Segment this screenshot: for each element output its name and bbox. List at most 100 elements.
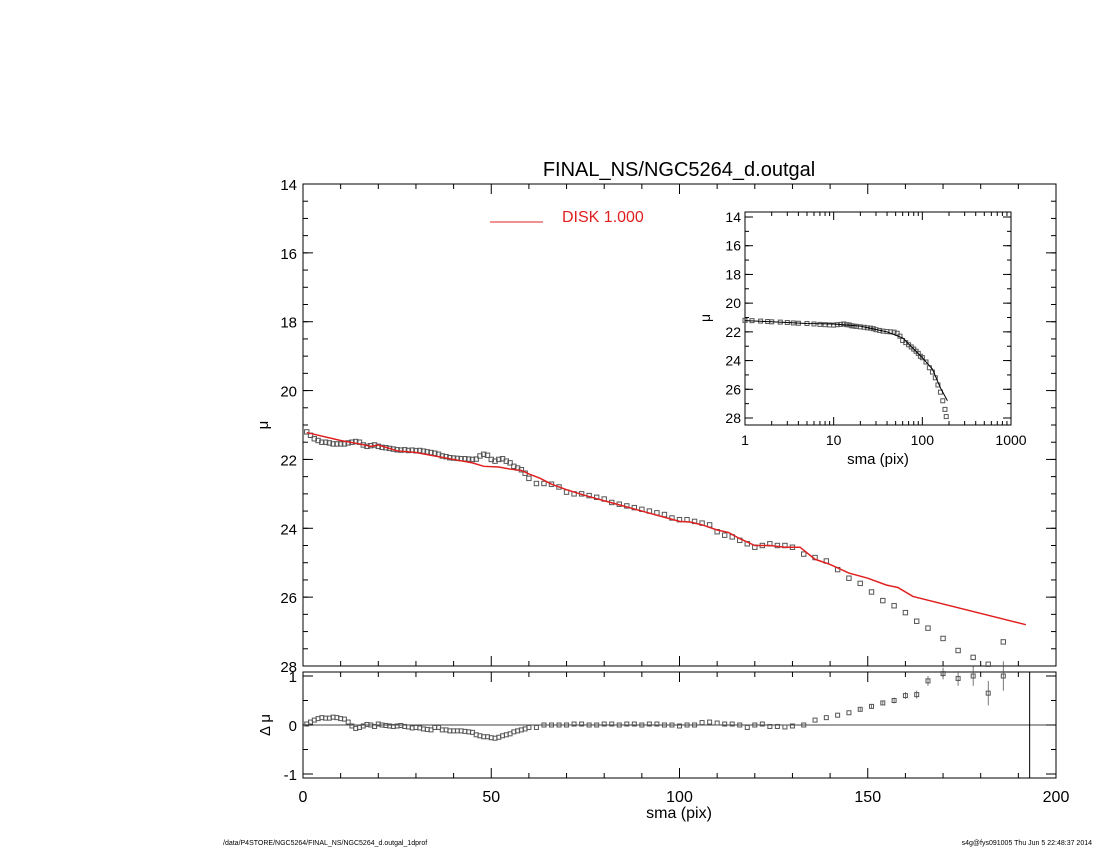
residual-x-tick-label: 100 (666, 789, 693, 806)
inset-y-tick-label: 20 (725, 295, 741, 311)
data-point (330, 441, 336, 447)
main-y-tick-label: 14 (280, 177, 297, 194)
legend: DISK 1.000 (490, 209, 644, 226)
residual-y-tick-label: 1 (289, 669, 297, 686)
data-point (925, 625, 931, 631)
inset-panel: 14 16 18 20 22 24 26 281 10 100 1000 μ sma (pix) (697, 209, 1027, 468)
data-point (439, 453, 446, 459)
residual-x-axis-label: sma (pix) (646, 805, 712, 822)
residual-point (880, 700, 886, 706)
data-point (484, 452, 491, 458)
residual-point (823, 715, 829, 721)
inset-data-point (919, 355, 925, 361)
inset-data-point (888, 329, 894, 335)
residual-point (631, 721, 637, 727)
residual-point (782, 724, 788, 730)
residual-point (744, 724, 750, 730)
inset-x-tick-label: 1000 (995, 432, 1026, 448)
data-point (985, 661, 991, 667)
data-point (556, 484, 562, 490)
data-point (857, 580, 863, 587)
inset-y-tick-label: 28 (725, 410, 741, 426)
data-point (721, 532, 728, 538)
inset-y-tick-label: 26 (725, 381, 741, 397)
residual-point (533, 724, 539, 730)
residual-point (985, 690, 991, 696)
inset-y-tick-label: 16 (725, 238, 741, 254)
residual-point (729, 721, 735, 727)
data-point (846, 575, 852, 581)
footer-file-path: /data/P4STORE/NGC5264/FINAL_NS/NGC5264_d… (223, 840, 428, 847)
residual-point (677, 723, 682, 729)
inset-plot-frame (744, 211, 1012, 426)
residual-point (661, 722, 667, 728)
main-y-tick-label: 16 (280, 246, 297, 263)
residual-point (722, 721, 728, 727)
inset-data-point (822, 322, 828, 328)
residual-y-axis-label: Δ μ (257, 714, 274, 736)
residual-axis-ticks (302, 672, 1057, 778)
residual-point (925, 678, 931, 684)
data-point (526, 475, 532, 482)
inset-data-point (923, 359, 929, 365)
residual-point (914, 692, 920, 698)
data-point (473, 456, 479, 462)
residual-point (654, 721, 660, 727)
main-y-tick-label: 24 (280, 521, 297, 538)
data-point (548, 481, 555, 487)
data-point (443, 453, 449, 460)
data-point (398, 447, 404, 453)
main-y-axis-label: μ (255, 421, 272, 430)
main-y-tick-label: 22 (280, 452, 297, 469)
data-point (481, 451, 487, 457)
inset-data-point (940, 398, 946, 404)
data-point (970, 654, 976, 661)
legend-label-disk: DISK 1.000 (562, 209, 644, 226)
inset-data-point (942, 406, 948, 412)
data-point (913, 618, 920, 624)
inset-series-layer (742, 317, 949, 420)
main-panel: FINAL_NS/NGC5264_d.outgal 14 16 18 20 22 24 26… (255, 159, 1057, 676)
chart-title: FINAL_NS/NGC5264_d.outgal (543, 159, 815, 181)
residual-point (579, 721, 585, 727)
disk-model-line (306, 431, 1027, 626)
residual-y-tick-label: 0 (289, 718, 297, 735)
data-point (902, 609, 909, 616)
data-point (940, 635, 946, 642)
main-y-tick-label: 20 (280, 384, 297, 401)
residual-point (869, 703, 875, 709)
residual-point (692, 722, 698, 728)
main-y-tick-labels: 14 16 18 20 22 24 26 28 (280, 177, 297, 676)
data-point (469, 456, 476, 463)
data-point (541, 480, 547, 487)
data-point (661, 511, 668, 518)
data-point (405, 447, 412, 454)
residual-point (684, 722, 690, 728)
residual-point (624, 721, 630, 727)
residual-point (789, 723, 795, 729)
residual-point (891, 698, 897, 703)
residual-point (601, 721, 607, 727)
inset-tick-labels: 14 16 18 20 22 24 26 281 10 100 1000 (725, 209, 1026, 448)
data-point (533, 480, 540, 487)
residual-point (970, 673, 976, 679)
data-point (1000, 639, 1006, 645)
residual-point (669, 722, 675, 728)
main-y-tick-label: 26 (280, 590, 297, 607)
inset-x-tick-label: 10 (826, 432, 842, 448)
data-point (507, 460, 513, 466)
residual-point (556, 722, 562, 728)
residual-point (609, 721, 615, 727)
residual-x-tick-label: 200 (1043, 789, 1070, 806)
inset-x-tick-label: 100 (911, 432, 935, 448)
residual-point (639, 722, 645, 728)
inset-y-tick-label: 22 (725, 324, 741, 340)
inset-y-axis-label: μ (697, 314, 713, 322)
residual-point (564, 722, 570, 728)
residual-point (586, 722, 592, 728)
residual-x-tick-label: 150 (854, 789, 881, 806)
residual-point (616, 722, 622, 728)
inset-data-point (943, 414, 949, 420)
